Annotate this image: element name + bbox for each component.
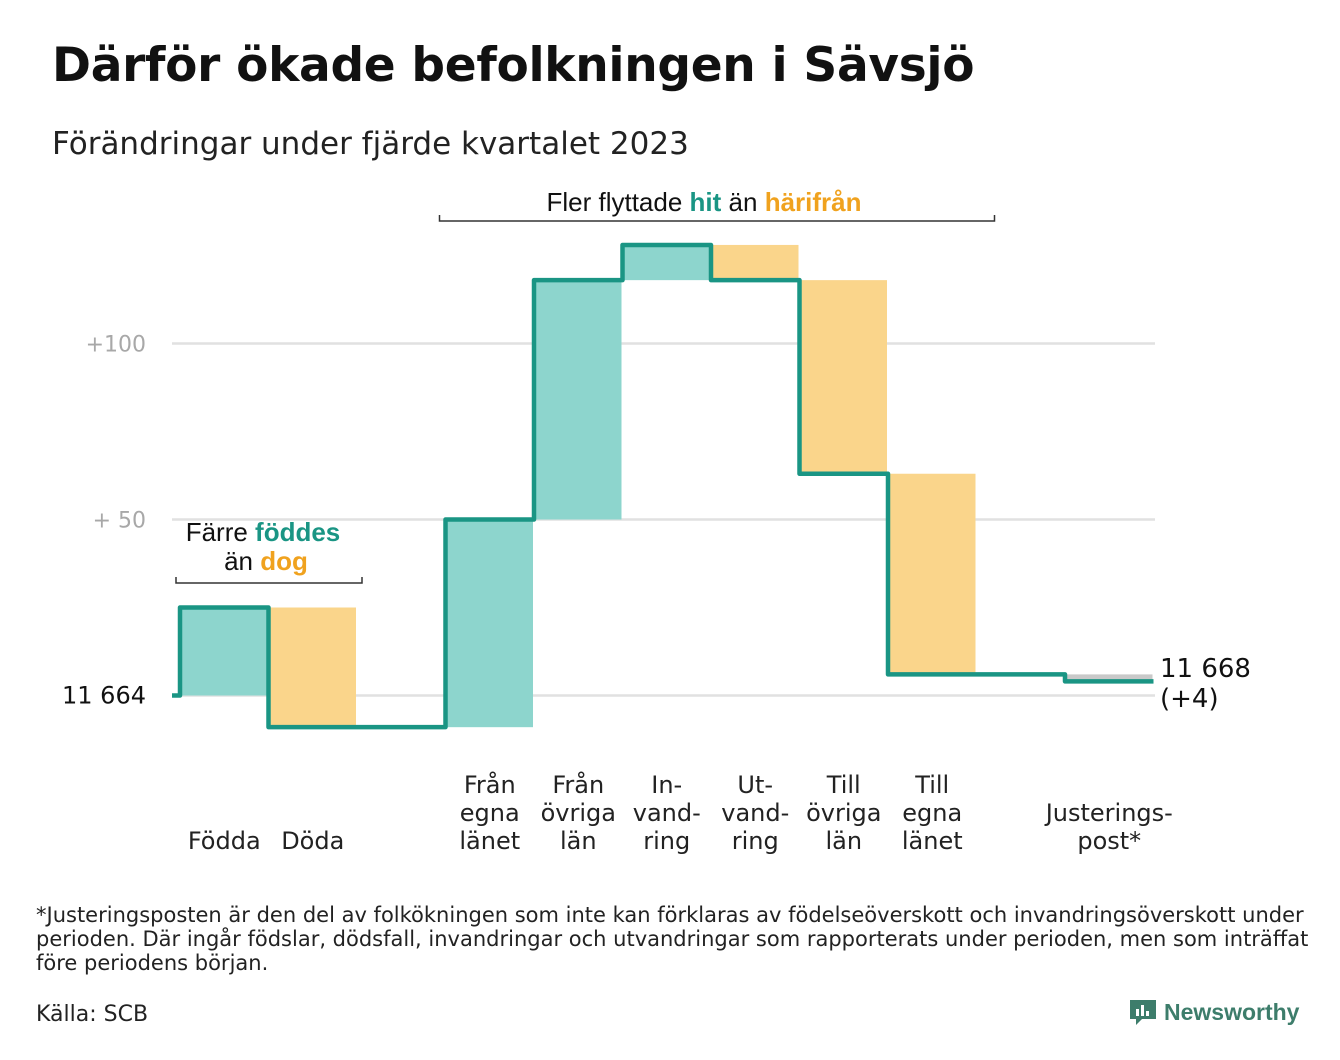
migration-annotation-part: Fler flyttade [546, 187, 689, 217]
x-category-label: Födda [188, 827, 261, 855]
waterfall-bar [622, 244, 710, 281]
migration-bracket [438, 215, 996, 222]
waterfall-bar [711, 244, 799, 281]
migration-annotation-part: hit [690, 187, 722, 217]
births-annotation-part: föddes [255, 517, 340, 547]
chart-subtitle: Förändringar under fjärde kvartalet 2023 [52, 126, 689, 162]
brand-name: Newsworthy [1164, 998, 1300, 1025]
x-category-label: Från [464, 770, 516, 799]
x-category-label: vand- [721, 799, 789, 827]
x-category-label: Ut- [737, 771, 773, 799]
x-category-label: länet [902, 827, 963, 855]
brand-logo[interactable]: Newsworthy [1128, 997, 1299, 1027]
births-annotation-line1: Färre föddes [186, 517, 341, 547]
cumulative-line [172, 242, 1154, 730]
chart-title: Därför ökade befolkningen i Sävsjö [52, 38, 975, 93]
waterfall-bar [445, 519, 533, 728]
waterfall-bar [1065, 674, 1153, 682]
waterfall-bar [268, 607, 356, 728]
waterfall-bar [180, 607, 268, 696]
migration-annotation-part: än [721, 187, 764, 217]
bar-chart-logo-icon [1130, 1000, 1156, 1025]
births-annotation-part: än [224, 546, 260, 576]
x-category-label: egna [902, 799, 962, 827]
source-label: Källa: SCB [36, 1002, 149, 1027]
x-category-label: Till [826, 771, 861, 799]
x-category-label: In- [651, 771, 682, 799]
x-category-label: övriga [806, 799, 881, 827]
migration-annotation: Fler flyttade hit än härifrån [546, 187, 861, 217]
footnote: *Justeringsposten är den del av folkökni… [36, 903, 1309, 975]
births-bracket [175, 577, 363, 584]
x-category-label: län [825, 827, 862, 855]
births-annotation-line2: än dog [224, 546, 308, 576]
births-annotation-part: dog [260, 546, 308, 576]
x-category-label: Till [914, 771, 949, 799]
waterfall-bar [534, 280, 622, 520]
x-category-label: Justerings- [1044, 799, 1173, 827]
x-category-label: län [560, 827, 597, 855]
x-category-label: Döda [281, 827, 344, 855]
waterfall-bar [888, 473, 976, 675]
births-annotation-part: Färre [186, 517, 255, 547]
x-category-label: övriga [541, 799, 616, 827]
end-value-label: 11 668 [1160, 654, 1251, 684]
x-category-label: ring [643, 827, 690, 855]
x-category-label: ring [732, 827, 779, 855]
waterfall-bar [799, 280, 887, 474]
y-axis-start-label: 11 664 [62, 682, 146, 710]
end-change-label: (+4) [1160, 684, 1219, 714]
migration-annotation-part: härifrån [765, 187, 862, 217]
y-tick-label: +100 [86, 333, 146, 358]
y-tick-label: + 50 [93, 509, 146, 534]
x-category-label: post* [1077, 827, 1141, 855]
x-category-label: egna [460, 799, 520, 827]
x-category-label: vand- [633, 799, 701, 827]
x-category-label: länet [459, 827, 520, 855]
x-category-label: Från [552, 770, 604, 799]
